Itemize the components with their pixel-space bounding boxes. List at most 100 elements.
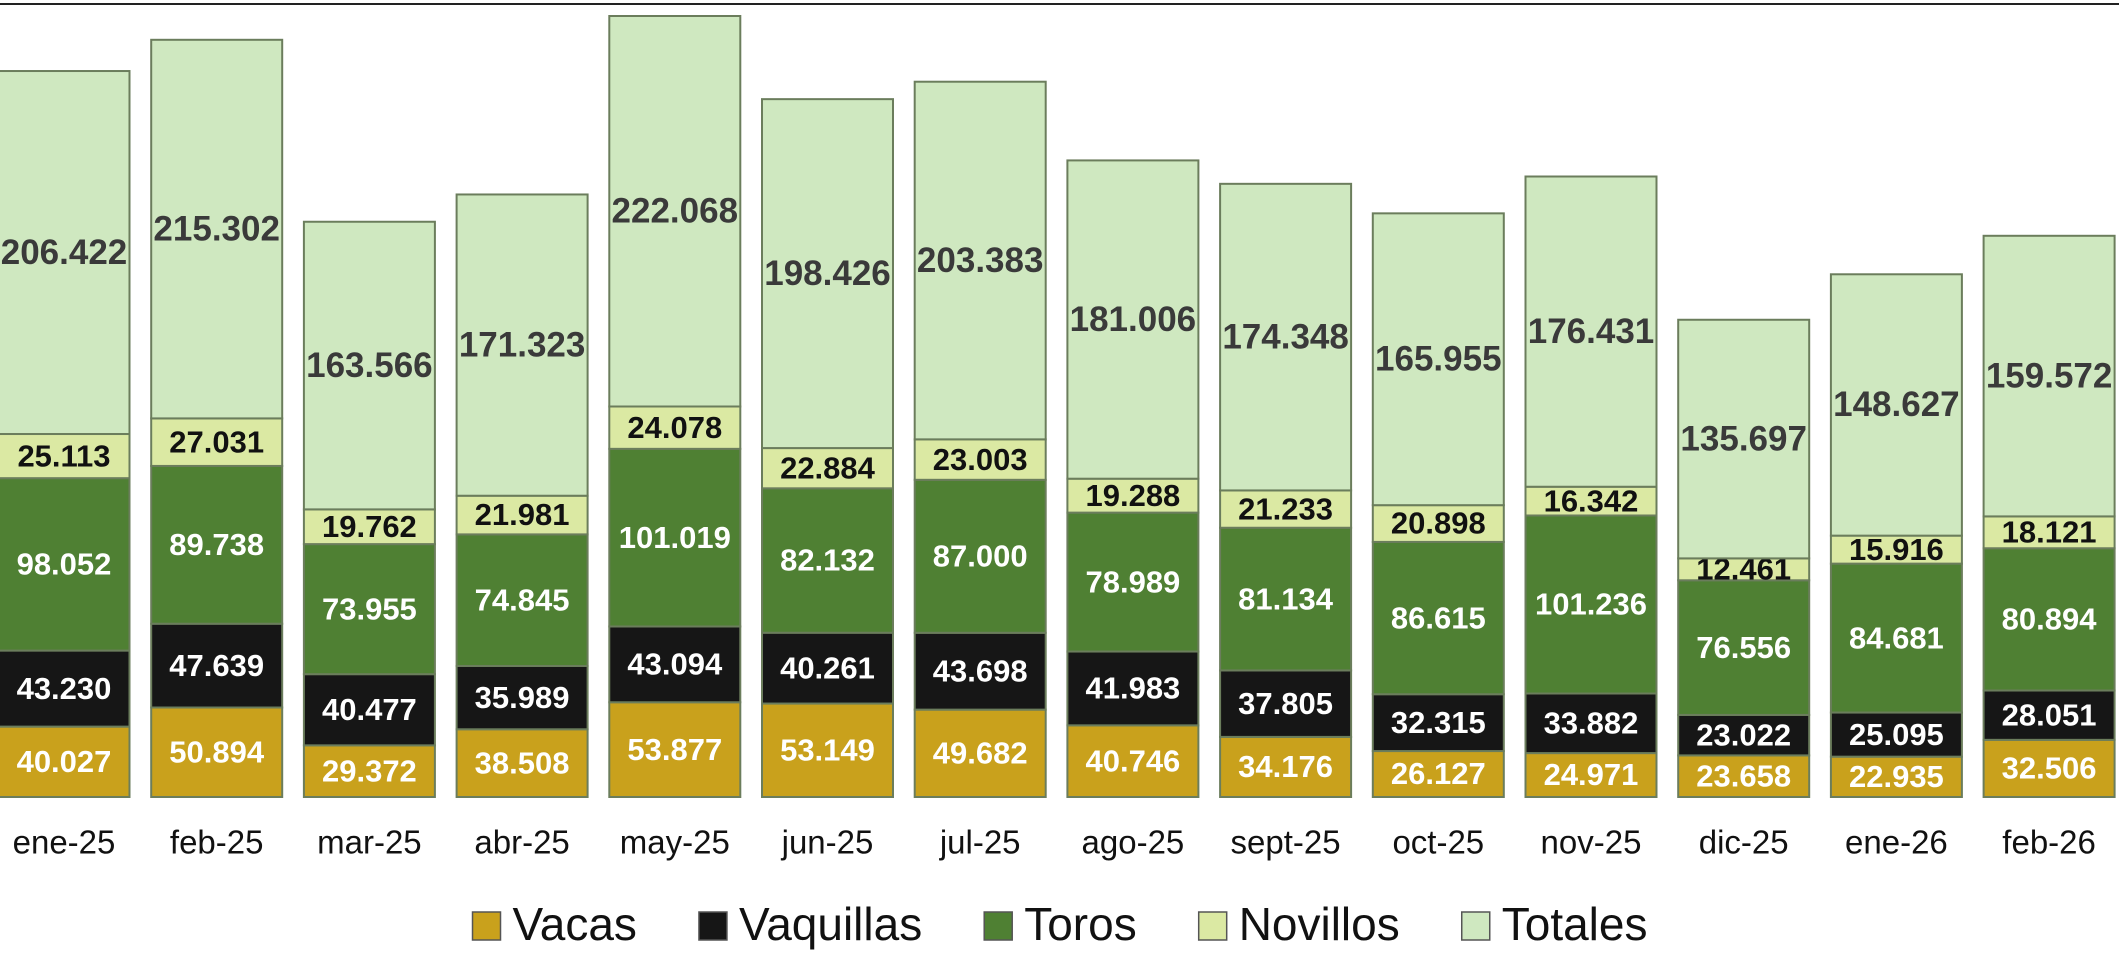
bar-segment xyxy=(1371,504,1505,543)
data-label: 80.894 xyxy=(2002,602,2098,637)
data-label: 98.052 xyxy=(17,547,112,582)
bar-segment xyxy=(0,649,131,728)
data-label: 37.805 xyxy=(1238,686,1333,721)
legend-label: Novillos xyxy=(1239,898,1400,950)
bar-segment xyxy=(1524,692,1658,755)
bar-segment xyxy=(761,487,894,634)
data-label: 40.027 xyxy=(17,744,112,779)
x-tick-label: jun-25 xyxy=(781,824,874,861)
data-label: 148.627 xyxy=(1833,385,1960,424)
bar-segment xyxy=(455,193,589,497)
data-label: 38.508 xyxy=(475,745,570,780)
data-label: 25.113 xyxy=(17,438,110,473)
data-label: 40.746 xyxy=(1085,743,1180,778)
legend-swatch xyxy=(471,911,502,941)
data-label: 22.935 xyxy=(1849,759,1944,794)
bar-segment xyxy=(150,38,284,420)
data-label: 174.348 xyxy=(1222,317,1349,356)
bar-segment xyxy=(608,447,742,628)
data-label: 101.019 xyxy=(619,520,731,555)
data-label: 35.989 xyxy=(475,680,570,715)
data-label: 23.003 xyxy=(933,442,1028,477)
bar-segment xyxy=(455,494,589,536)
data-label: 21.233 xyxy=(1238,491,1333,526)
data-label: 82.132 xyxy=(780,543,875,578)
bar-segment xyxy=(608,701,742,799)
bar-segment xyxy=(302,673,436,747)
bar-segment xyxy=(1066,724,1200,798)
bar-segment xyxy=(1371,212,1505,507)
bar-segment xyxy=(1219,669,1353,738)
data-label: 23.658 xyxy=(1696,758,1791,793)
bar-segment xyxy=(1066,477,1200,514)
data-label: 40.261 xyxy=(780,650,875,685)
data-label: 43.094 xyxy=(627,647,723,682)
bar-segment xyxy=(150,706,284,798)
bar-segment xyxy=(1219,489,1353,529)
data-label: 27.031 xyxy=(169,424,264,459)
legend-label: Vaquillas xyxy=(739,898,922,950)
legend-swatch xyxy=(1460,911,1491,941)
bar-segment xyxy=(1371,750,1505,799)
x-tick-label: jul-25 xyxy=(939,824,1021,861)
data-label: 40.477 xyxy=(322,692,417,727)
data-label: 41.983 xyxy=(1085,671,1180,706)
data-label: 20.898 xyxy=(1391,506,1486,541)
data-label: 33.882 xyxy=(1544,705,1639,740)
x-tick-label: may-25 xyxy=(620,824,730,861)
data-label: 19.288 xyxy=(1085,478,1180,513)
data-label: 34.176 xyxy=(1238,749,1333,784)
data-label: 171.323 xyxy=(459,325,586,364)
data-label: 84.681 xyxy=(1849,620,1944,655)
x-tick-label: ene-25 xyxy=(13,824,116,861)
bar-segment xyxy=(1524,175,1658,488)
bar-segment xyxy=(1524,485,1658,517)
bar-segment xyxy=(761,98,894,450)
bar-segment xyxy=(1829,755,1963,799)
data-label: 206.422 xyxy=(1,233,128,272)
data-label: 26.127 xyxy=(1391,756,1486,791)
data-label: 19.762 xyxy=(322,509,417,544)
bar-segment xyxy=(608,15,742,408)
bar-segment xyxy=(913,708,1047,799)
legend-label: Totales xyxy=(1502,898,1648,950)
data-label: 15.916 xyxy=(1849,532,1944,567)
bar-segment xyxy=(1219,182,1353,492)
data-label: 25.095 xyxy=(1849,717,1944,752)
bar-segment xyxy=(302,543,436,676)
data-label: 50.894 xyxy=(169,734,265,769)
legend-swatch xyxy=(1197,911,1228,941)
bar-segment xyxy=(913,478,1047,634)
bar-segment xyxy=(1677,318,1811,560)
x-tick-label: dic-25 xyxy=(1699,824,1789,861)
data-label: 76.556 xyxy=(1696,630,1791,665)
data-label: 24.078 xyxy=(627,410,722,445)
data-label: 47.639 xyxy=(169,648,264,683)
bar-segment xyxy=(1982,234,2116,518)
bar-segment xyxy=(1982,738,2116,799)
bar-segment xyxy=(1677,754,1811,799)
legend-label: Toros xyxy=(1024,898,1136,950)
bar-segment xyxy=(1677,579,1811,716)
bar-segment xyxy=(608,625,742,704)
data-label: 86.615 xyxy=(1391,600,1486,635)
x-tick-label: ago-25 xyxy=(1082,824,1185,861)
data-label: 203.383 xyxy=(917,241,1044,280)
bar-segment xyxy=(761,447,894,490)
x-tick-label: abr-25 xyxy=(474,824,569,861)
data-label: 181.006 xyxy=(1070,300,1197,339)
x-tick-label: feb-26 xyxy=(2002,824,2096,861)
data-label: 53.877 xyxy=(627,732,722,767)
bar-segment xyxy=(1371,540,1505,696)
data-label: 73.955 xyxy=(322,591,417,626)
data-label: 81.134 xyxy=(1238,581,1334,616)
data-label: 165.955 xyxy=(1375,340,1502,379)
data-label: 43.230 xyxy=(17,671,112,706)
data-label: 28.051 xyxy=(2002,697,2097,732)
bar-segment xyxy=(1829,273,1963,537)
data-label: 16.342 xyxy=(1544,483,1639,518)
data-label: 135.697 xyxy=(1680,419,1807,458)
data-label: 22.884 xyxy=(780,450,876,485)
bar-segment xyxy=(1066,511,1200,653)
bar-segment xyxy=(913,80,1047,441)
